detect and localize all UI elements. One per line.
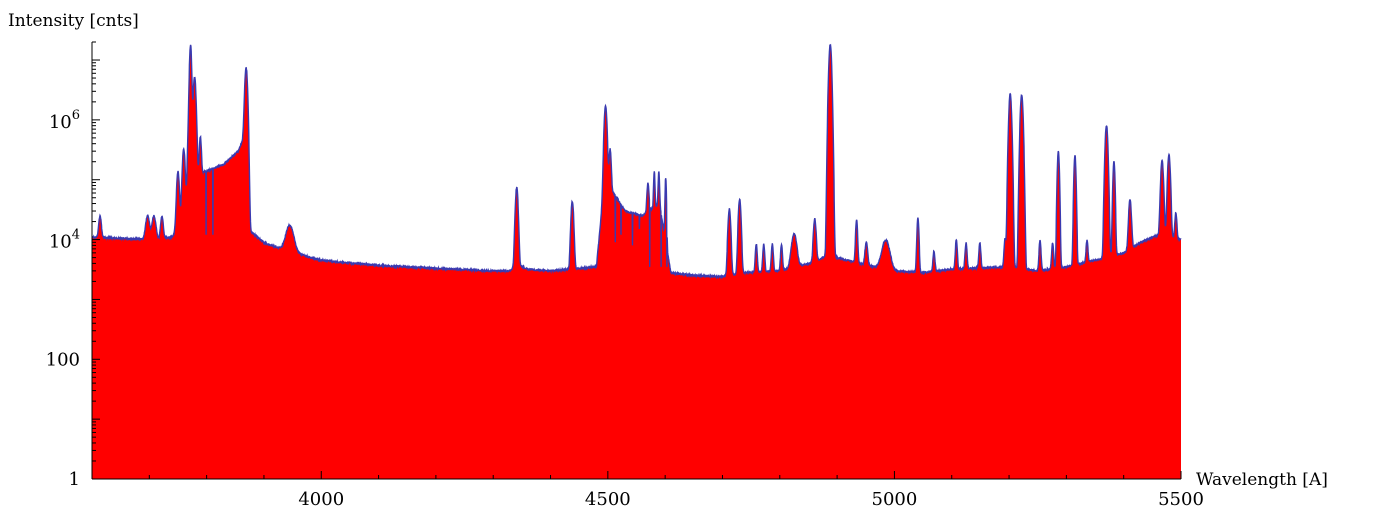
y-tick-label: 104 <box>49 228 80 253</box>
x-tick-label: 4000 <box>298 489 344 510</box>
y-axis-ticks: 1 100 104 106 <box>46 41 100 490</box>
x-tick-label: 4500 <box>585 489 631 510</box>
y-tick-label: 1 <box>69 469 80 490</box>
y-axis-label: Intensity [cnts] <box>8 11 139 31</box>
spectrum-outline <box>91 43 1182 280</box>
plot-area <box>91 43 1182 480</box>
x-tick-label: 5500 <box>1158 489 1204 510</box>
x-tick-label: 5000 <box>872 489 918 510</box>
y-tick-label: 106 <box>49 108 80 133</box>
x-axis-label: Wavelength [A] <box>1196 470 1328 490</box>
y-tick-label: 100 <box>46 349 80 370</box>
x-axis-ticks: 4000 4500 5000 5500 <box>91 471 1204 510</box>
spectrum-fill <box>92 44 1181 480</box>
